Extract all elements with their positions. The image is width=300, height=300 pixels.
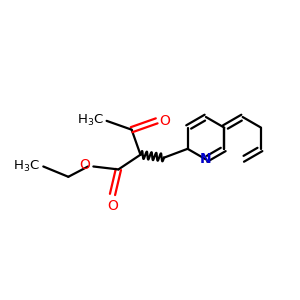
Text: O: O [80, 158, 90, 172]
Text: H$_3$C: H$_3$C [14, 159, 40, 174]
Text: O: O [107, 199, 118, 213]
Text: N: N [200, 152, 212, 167]
Text: O: O [160, 114, 170, 128]
Text: H$_3$C: H$_3$C [77, 113, 104, 128]
